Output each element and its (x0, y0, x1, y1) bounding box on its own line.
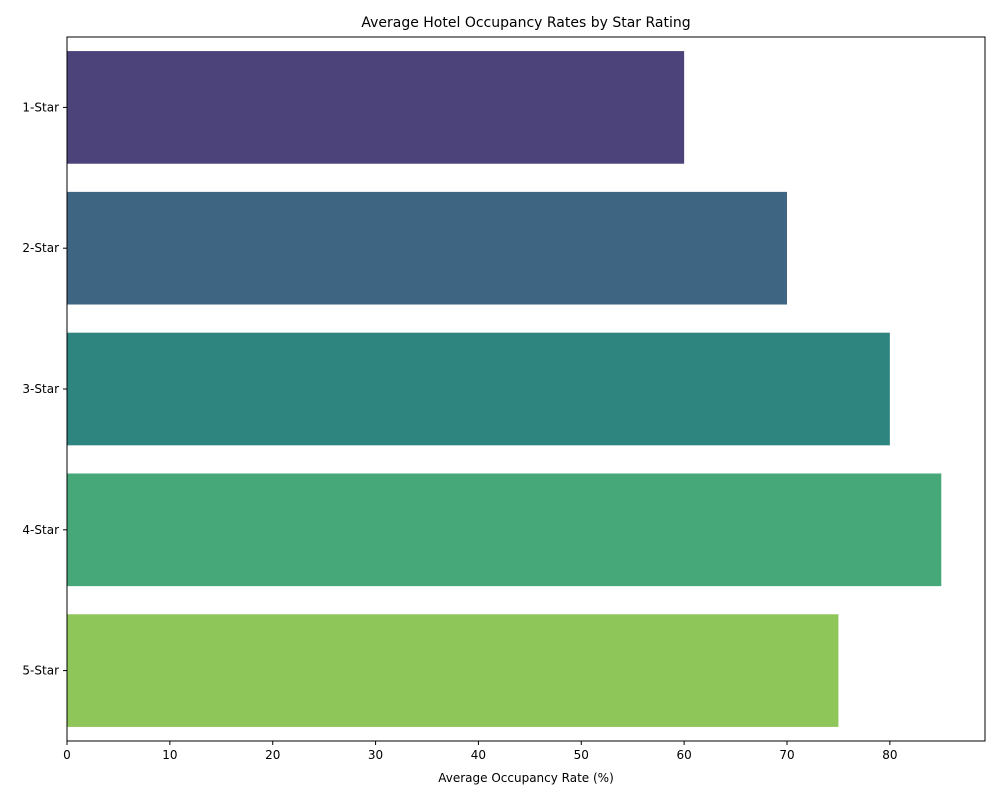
y-axis: 1-Star 2-Star 3-Star 4-Star 5-Star (22, 100, 67, 678)
plot-frame (66, 36, 986, 742)
y-tick-label: 2-Star (22, 241, 59, 255)
x-tick-label: 10 (162, 748, 177, 762)
y-tick-label: 1-Star (22, 100, 59, 114)
x-axis: 0 10 20 30 40 50 60 70 80 (63, 741, 897, 762)
x-tick-label: 70 (779, 748, 794, 762)
x-axis-label: Average Occupancy Rate (%) (438, 771, 614, 785)
y-tick-label: 3-Star (22, 382, 59, 396)
x-tick-label: 30 (368, 748, 383, 762)
y-tick-label: 4-Star (22, 523, 59, 537)
bar-3-star (67, 332, 890, 446)
x-tick-label: 20 (265, 748, 280, 762)
x-tick-label: 80 (882, 748, 897, 762)
bar-1-star (67, 51, 685, 164)
chart-title: Average Hotel Occupancy Rates by Star Ra… (361, 15, 690, 31)
bar-4-star (67, 473, 942, 587)
x-tick-label: 50 (574, 748, 589, 762)
y-tick-label: 5-Star (22, 664, 59, 678)
x-tick-label: 0 (63, 748, 71, 762)
x-tick-label: 40 (471, 748, 486, 762)
x-tick-label: 60 (677, 748, 692, 762)
bars-layer (67, 51, 942, 727)
bar-2-star (67, 191, 787, 305)
bar-5-star (67, 614, 839, 727)
